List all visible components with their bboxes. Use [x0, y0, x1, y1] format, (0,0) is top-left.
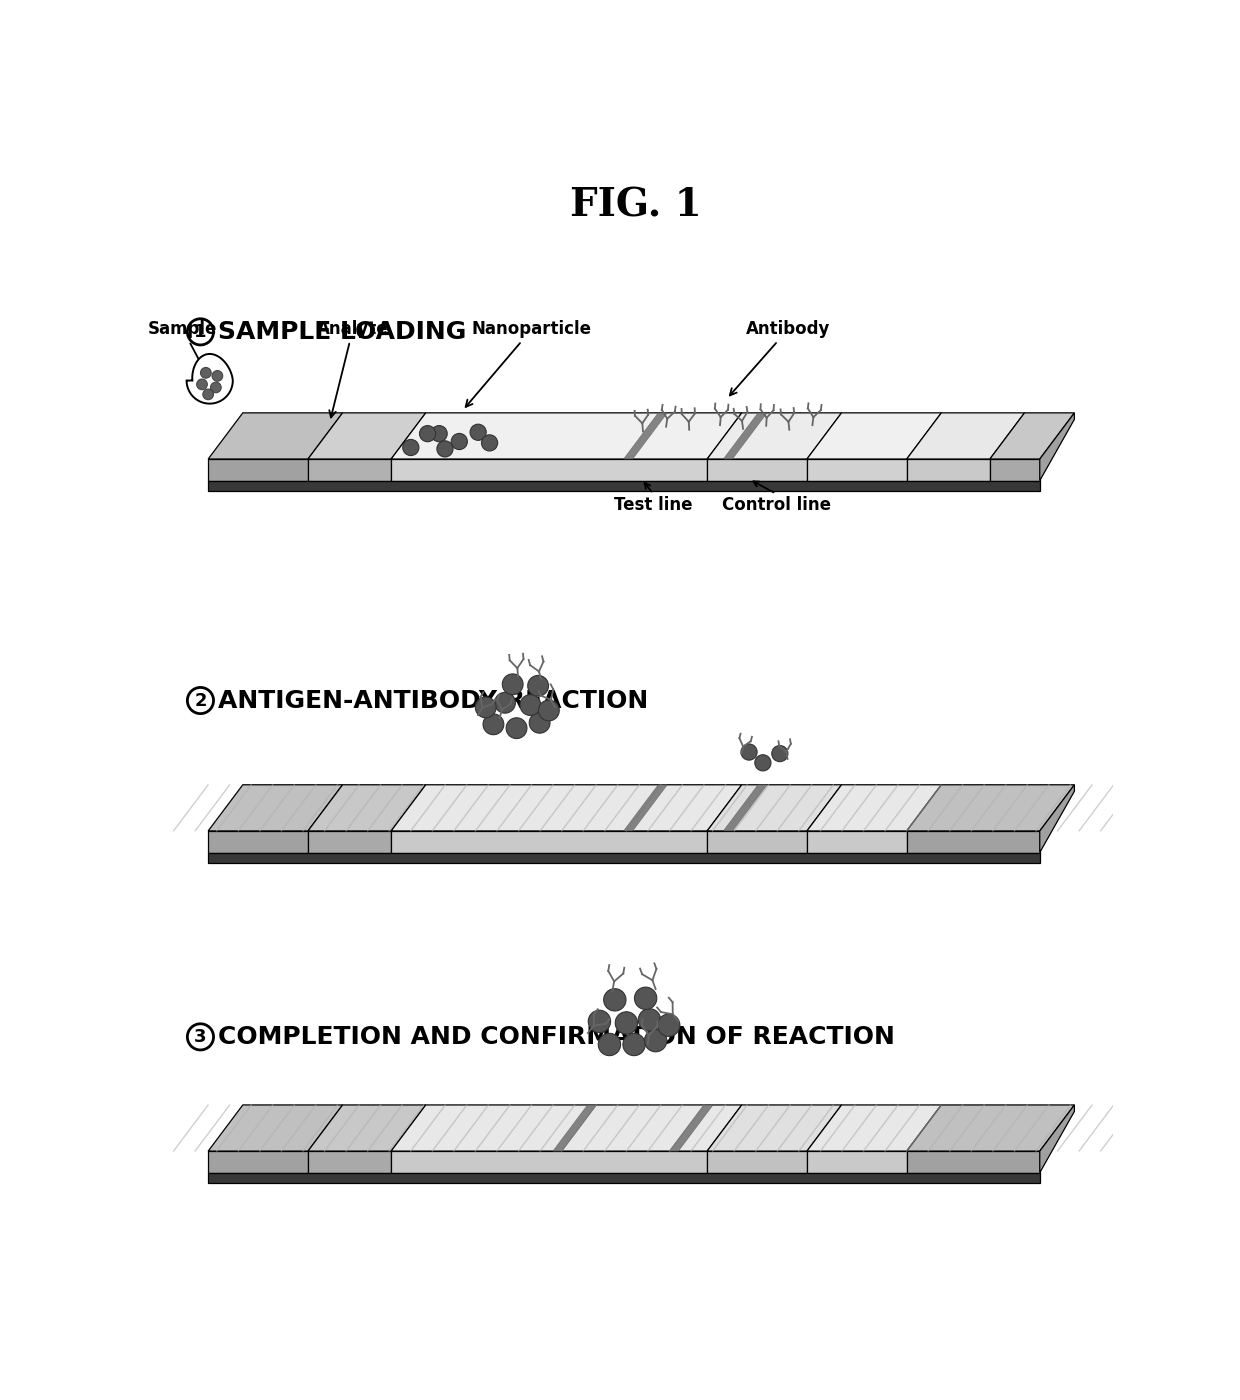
Circle shape [451, 434, 467, 449]
Circle shape [645, 1029, 667, 1051]
Polygon shape [391, 785, 742, 832]
Text: Nanoparticle: Nanoparticle [466, 321, 591, 407]
Polygon shape [807, 1151, 906, 1173]
Text: Test line: Test line [614, 496, 692, 514]
Polygon shape [1040, 413, 1074, 480]
Polygon shape [906, 1105, 1074, 1151]
Polygon shape [1040, 1105, 1074, 1173]
Polygon shape [308, 459, 391, 480]
Polygon shape [208, 785, 342, 832]
Polygon shape [990, 413, 1074, 459]
Circle shape [197, 379, 207, 389]
Polygon shape [707, 459, 807, 480]
Text: Analyte: Analyte [317, 321, 388, 417]
Polygon shape [308, 1151, 391, 1173]
Circle shape [484, 714, 503, 735]
Circle shape [615, 1012, 637, 1035]
Circle shape [419, 426, 435, 442]
Circle shape [201, 367, 211, 378]
Polygon shape [208, 459, 308, 480]
Polygon shape [906, 459, 990, 480]
Circle shape [403, 440, 419, 455]
Polygon shape [906, 785, 1074, 832]
Circle shape [771, 745, 787, 762]
Circle shape [588, 1011, 610, 1033]
Circle shape [635, 987, 657, 1009]
Polygon shape [807, 832, 906, 853]
Circle shape [639, 1008, 661, 1030]
Polygon shape [807, 459, 906, 480]
Text: Sample: Sample [148, 321, 217, 368]
Text: Antibody: Antibody [730, 321, 831, 395]
Polygon shape [1040, 785, 1074, 853]
Circle shape [538, 700, 559, 721]
Circle shape [203, 389, 213, 400]
Circle shape [598, 1033, 620, 1056]
Polygon shape [208, 480, 1040, 490]
Text: COMPLETION AND CONFIRMATION OF REACTION: COMPLETION AND CONFIRMATION OF REACTION [218, 1025, 895, 1049]
Polygon shape [707, 832, 807, 853]
Text: 3: 3 [195, 1028, 207, 1046]
Text: ANTIGEN-ANTIBODY REACTION: ANTIGEN-ANTIBODY REACTION [218, 689, 649, 713]
Polygon shape [906, 1151, 1040, 1173]
Text: 2: 2 [195, 692, 207, 710]
Polygon shape [624, 413, 667, 459]
Polygon shape [670, 1105, 713, 1151]
Polygon shape [624, 785, 667, 832]
Polygon shape [707, 1151, 807, 1173]
Polygon shape [208, 1105, 342, 1151]
Polygon shape [308, 832, 391, 853]
Circle shape [211, 382, 221, 393]
Polygon shape [391, 1151, 707, 1173]
Circle shape [529, 713, 551, 734]
Polygon shape [391, 413, 742, 459]
Circle shape [657, 1014, 680, 1036]
Circle shape [502, 673, 523, 694]
Polygon shape [707, 413, 842, 459]
Polygon shape [391, 832, 707, 853]
Circle shape [470, 424, 486, 441]
Polygon shape [208, 853, 1040, 862]
Circle shape [520, 694, 541, 715]
Polygon shape [707, 1105, 842, 1151]
Polygon shape [308, 413, 425, 459]
Polygon shape [906, 832, 1040, 853]
Text: 1: 1 [195, 323, 207, 340]
Circle shape [506, 718, 527, 739]
Polygon shape [723, 413, 768, 459]
Polygon shape [990, 459, 1040, 480]
Circle shape [212, 371, 223, 381]
Polygon shape [807, 1105, 941, 1151]
Text: SAMPLE LOADING: SAMPLE LOADING [218, 319, 466, 344]
Polygon shape [707, 785, 842, 832]
Polygon shape [391, 1105, 742, 1151]
Circle shape [495, 693, 516, 713]
Circle shape [742, 743, 758, 760]
Text: FIG. 1: FIG. 1 [569, 186, 702, 225]
Polygon shape [553, 1105, 596, 1151]
Circle shape [432, 426, 448, 442]
Circle shape [622, 1033, 645, 1056]
Text: Control line: Control line [722, 496, 831, 514]
Polygon shape [308, 785, 425, 832]
Circle shape [604, 988, 626, 1011]
Polygon shape [906, 413, 1024, 459]
Polygon shape [723, 785, 768, 832]
Polygon shape [186, 354, 233, 403]
Polygon shape [208, 832, 308, 853]
Polygon shape [208, 1151, 308, 1173]
Circle shape [481, 435, 497, 451]
Polygon shape [807, 785, 941, 832]
Circle shape [755, 755, 771, 771]
Polygon shape [208, 413, 342, 459]
Polygon shape [807, 413, 941, 459]
Polygon shape [308, 1105, 425, 1151]
Circle shape [436, 441, 453, 456]
Circle shape [475, 697, 496, 718]
Polygon shape [391, 459, 707, 480]
Circle shape [528, 675, 548, 696]
Polygon shape [208, 1173, 1040, 1183]
